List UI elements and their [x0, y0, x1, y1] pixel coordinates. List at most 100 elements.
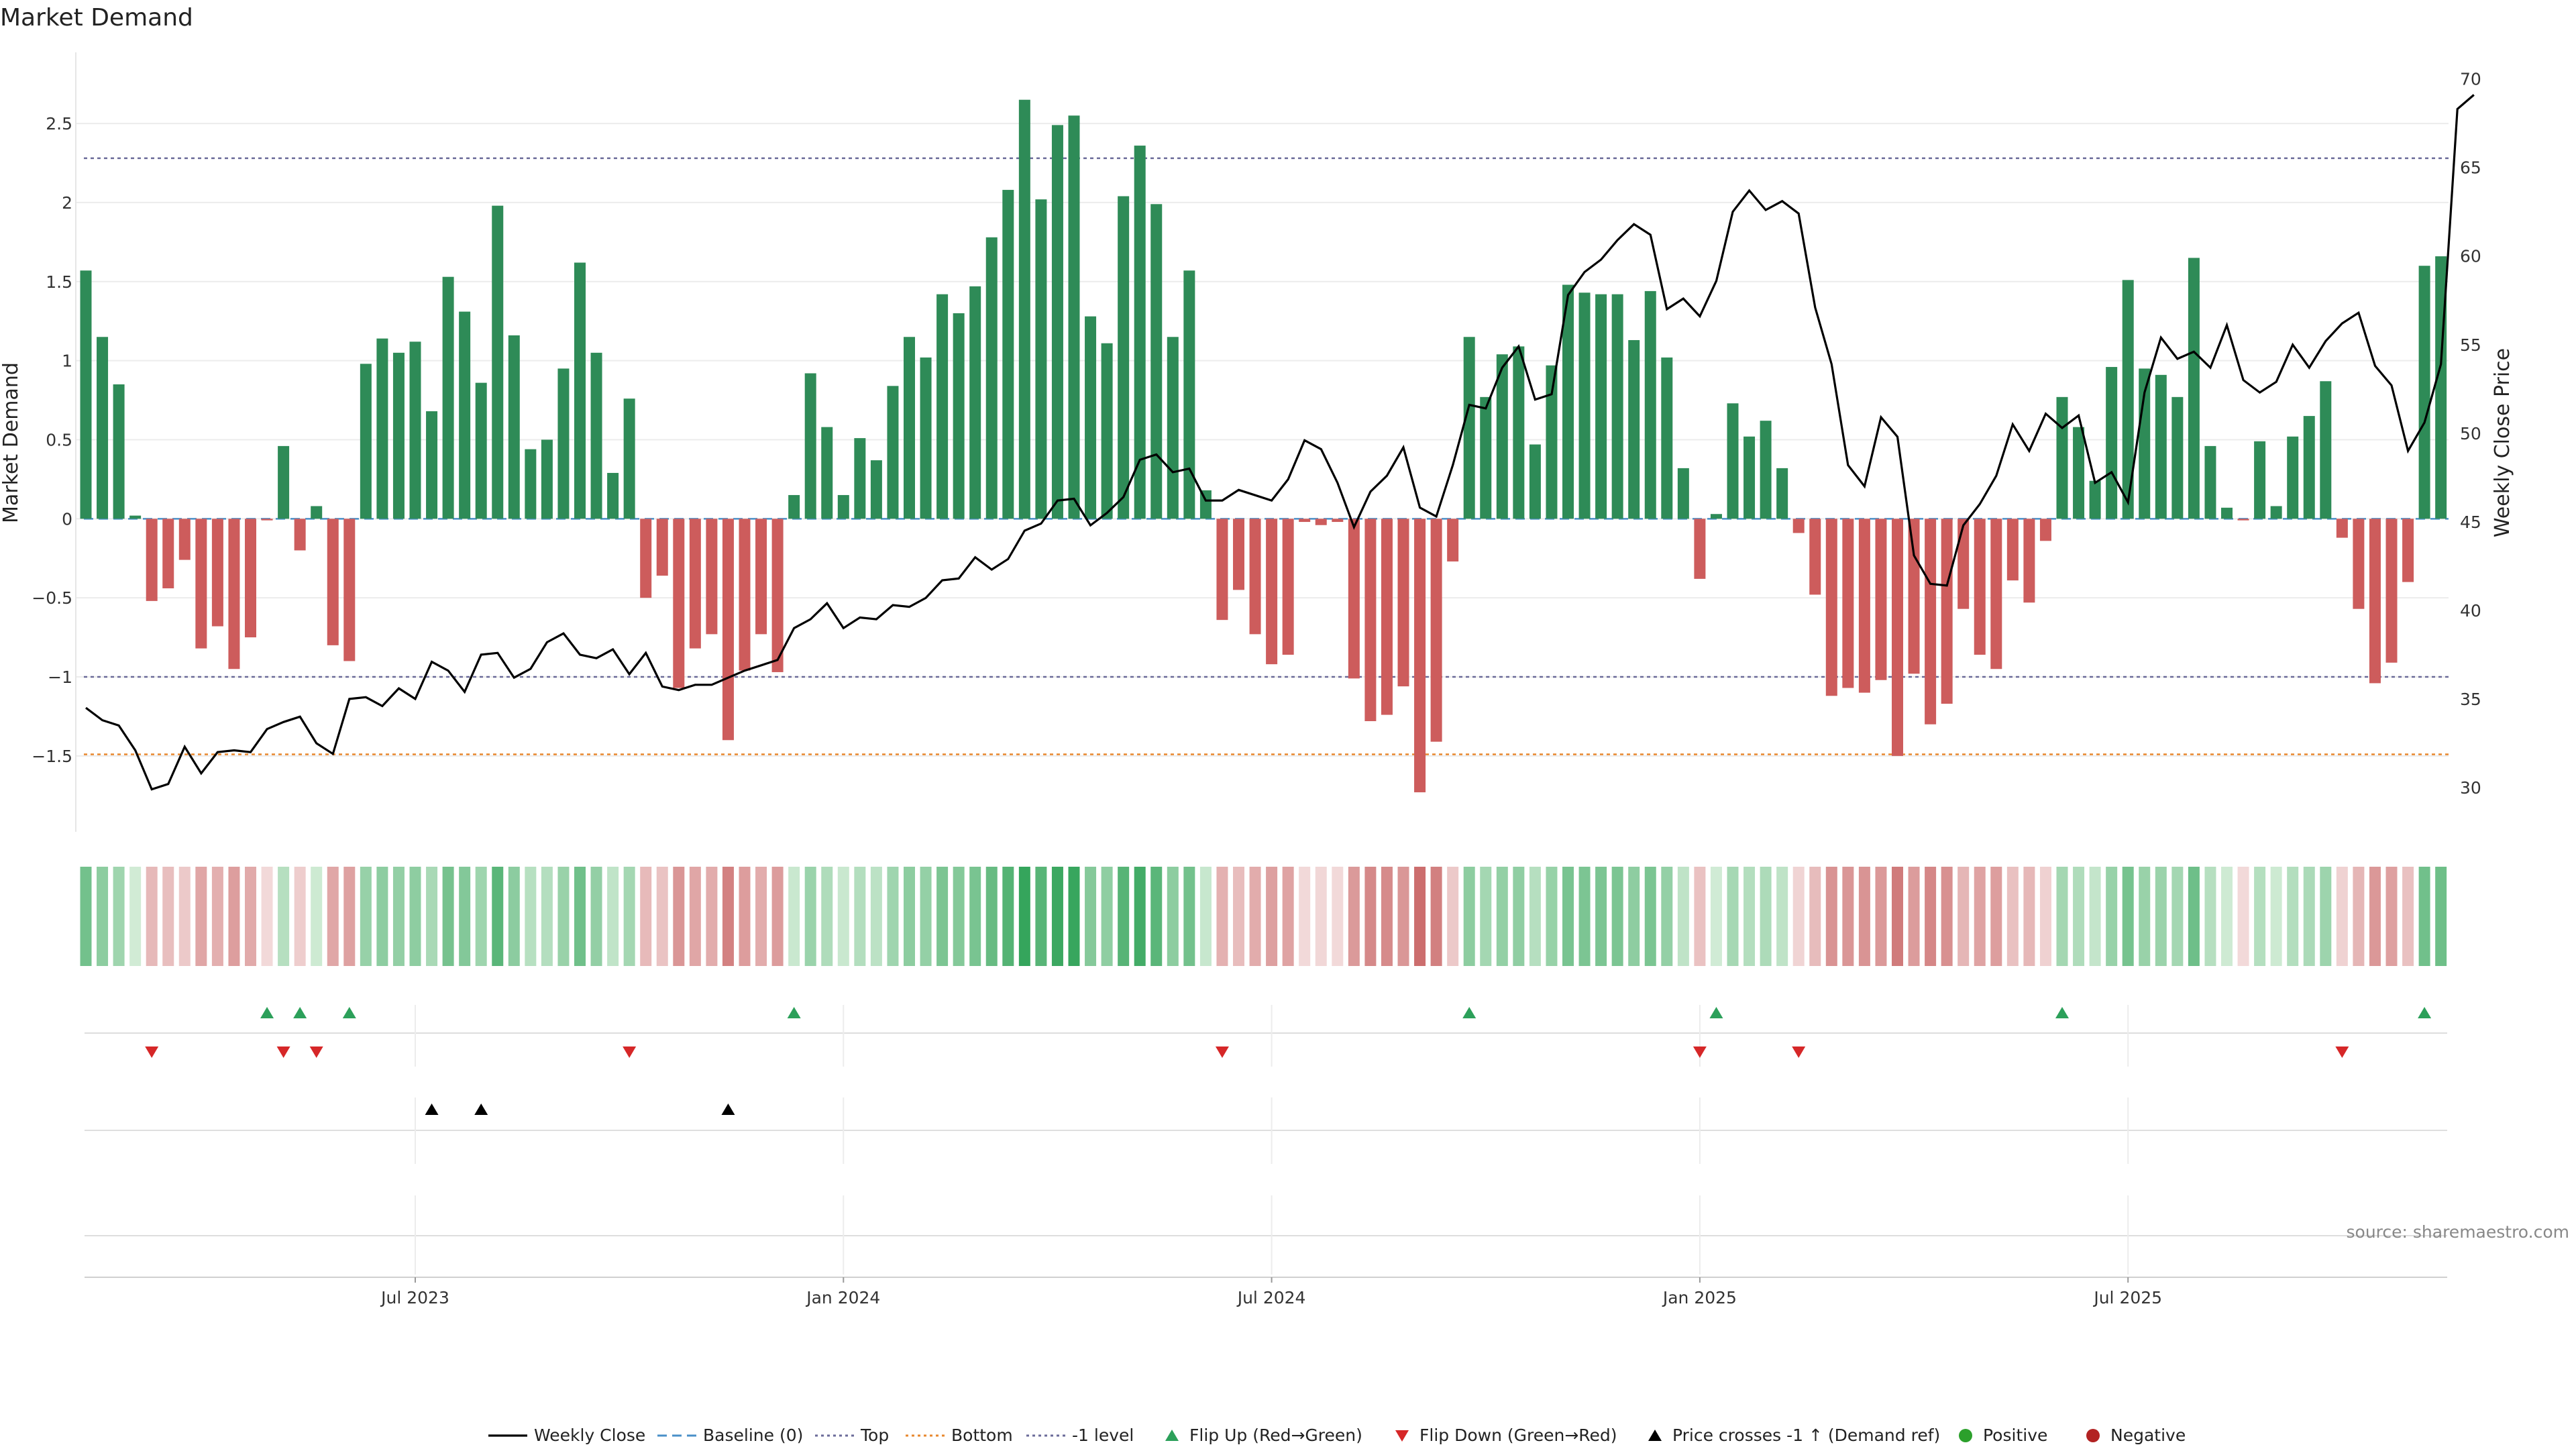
- legend-swatch: [1395, 1430, 1409, 1442]
- heat-cell: [1397, 867, 1409, 966]
- demand-bar: [870, 460, 882, 519]
- heat-cell: [459, 867, 471, 966]
- heat-cell: [656, 867, 668, 966]
- heat-cell: [426, 867, 438, 966]
- heat-cell: [311, 867, 323, 966]
- demand-bar: [1546, 365, 1558, 519]
- demand-bar: [1727, 403, 1739, 519]
- heat-cell: [1463, 867, 1475, 966]
- demand-bar: [1167, 337, 1179, 519]
- heat-cell: [2369, 867, 2381, 966]
- heat-cell: [1727, 867, 1739, 966]
- demand-bar: [2056, 396, 2068, 519]
- heat-cell: [1183, 867, 1195, 966]
- heat-cell: [294, 867, 306, 966]
- demand-bar: [1199, 490, 1212, 519]
- demand-bar: [771, 519, 784, 672]
- legend-swatch: [2086, 1429, 2100, 1442]
- heat-cell: [1825, 867, 1837, 966]
- heat-cell: [2303, 867, 2315, 966]
- heat-cell: [2402, 867, 2414, 966]
- demand-bar: [640, 519, 652, 598]
- heat-cell: [985, 867, 998, 966]
- heat-cell: [1414, 867, 1426, 966]
- demand-bar: [2039, 519, 2051, 541]
- flip-down-marker: [1215, 1046, 1229, 1058]
- heat-cell: [739, 867, 751, 966]
- heat-cell: [278, 867, 290, 966]
- heat-cell: [904, 867, 915, 966]
- legend-swatch: [1959, 1429, 1972, 1442]
- right-tick-label: 70: [2460, 70, 2481, 89]
- heat-cell: [1858, 867, 1870, 966]
- demand-bar: [1743, 436, 1756, 519]
- demand-bar: [1266, 519, 1278, 665]
- flip-up-marker: [787, 1007, 801, 1018]
- demand-bar: [1381, 519, 1393, 715]
- heat-cell: [2435, 867, 2447, 966]
- heat-cell: [2204, 867, 2216, 966]
- demand-bar: [245, 519, 256, 638]
- demand-bar: [1842, 519, 1854, 688]
- heat-cell: [1677, 867, 1689, 966]
- demand-bar: [1364, 519, 1377, 722]
- demand-bar: [1875, 519, 1887, 680]
- heat-cell: [870, 867, 882, 966]
- legend-item: Positive: [1959, 1426, 2047, 1445]
- heat-cell: [492, 867, 504, 966]
- heat-cell: [1051, 867, 1063, 966]
- flip-down-marker: [145, 1046, 159, 1058]
- left-tick-label: −1.5: [32, 747, 72, 766]
- demand-bar: [1792, 519, 1805, 533]
- demand-heat-strip: [80, 867, 2447, 966]
- demand-bar: [1332, 519, 1344, 523]
- demand-bar: [195, 519, 207, 649]
- heat-cell: [1150, 867, 1163, 966]
- heat-cell: [475, 867, 487, 966]
- heat-cell: [2073, 867, 2085, 966]
- heat-cell: [245, 867, 256, 966]
- heat-cell: [1447, 867, 1459, 966]
- heat-cell: [640, 867, 652, 966]
- demand-bar: [1249, 519, 1261, 635]
- heat-cell: [1513, 867, 1525, 966]
- price-cross-markers: [425, 1104, 735, 1115]
- demand-bar: [1941, 519, 1953, 704]
- heat-cell: [1941, 867, 1953, 966]
- demand-bar: [2171, 396, 2184, 519]
- demand-bar: [1776, 468, 1788, 519]
- heat-cell: [2006, 867, 2019, 966]
- heat-cell: [162, 867, 174, 966]
- heat-cell: [1710, 867, 1722, 966]
- demand-bar: [2303, 416, 2315, 519]
- demand-bar: [887, 386, 899, 519]
- demand-bar: [1035, 199, 1047, 519]
- demand-bar: [1480, 396, 1492, 519]
- heat-cell: [195, 867, 207, 966]
- demand-bar: [2023, 519, 2035, 603]
- heat-cell: [788, 867, 800, 966]
- heat-cell: [1892, 867, 1903, 966]
- heat-cell: [541, 867, 553, 966]
- flip-down-markers: [145, 1046, 2349, 1058]
- demand-bar: [1825, 519, 1837, 696]
- legend-swatch: [1165, 1430, 1179, 1441]
- flip-down-marker: [276, 1046, 290, 1058]
- heat-cell: [1480, 867, 1492, 966]
- heat-cell: [2221, 867, 2233, 966]
- heat-cell: [2385, 867, 2398, 966]
- demand-bar: [459, 311, 471, 519]
- legend-label: Negative: [2110, 1426, 2186, 1445]
- heat-cell: [755, 867, 767, 966]
- heat-cell: [508, 867, 520, 966]
- demand-bar: [936, 294, 949, 519]
- demand-bar: [1463, 337, 1475, 519]
- demand-bar: [2287, 436, 2299, 519]
- main-plot: 2.5 2 1.5 1 0.5 0 −0.5 −1 −1.5 70 65 60 55 50 45 40 35 3…: [0, 52, 2514, 832]
- demand-bar: [1578, 292, 1591, 519]
- heat-cell: [673, 867, 685, 966]
- heat-cell: [1101, 867, 1113, 966]
- demand-bar: [788, 494, 800, 519]
- demand-bar: [1118, 196, 1130, 519]
